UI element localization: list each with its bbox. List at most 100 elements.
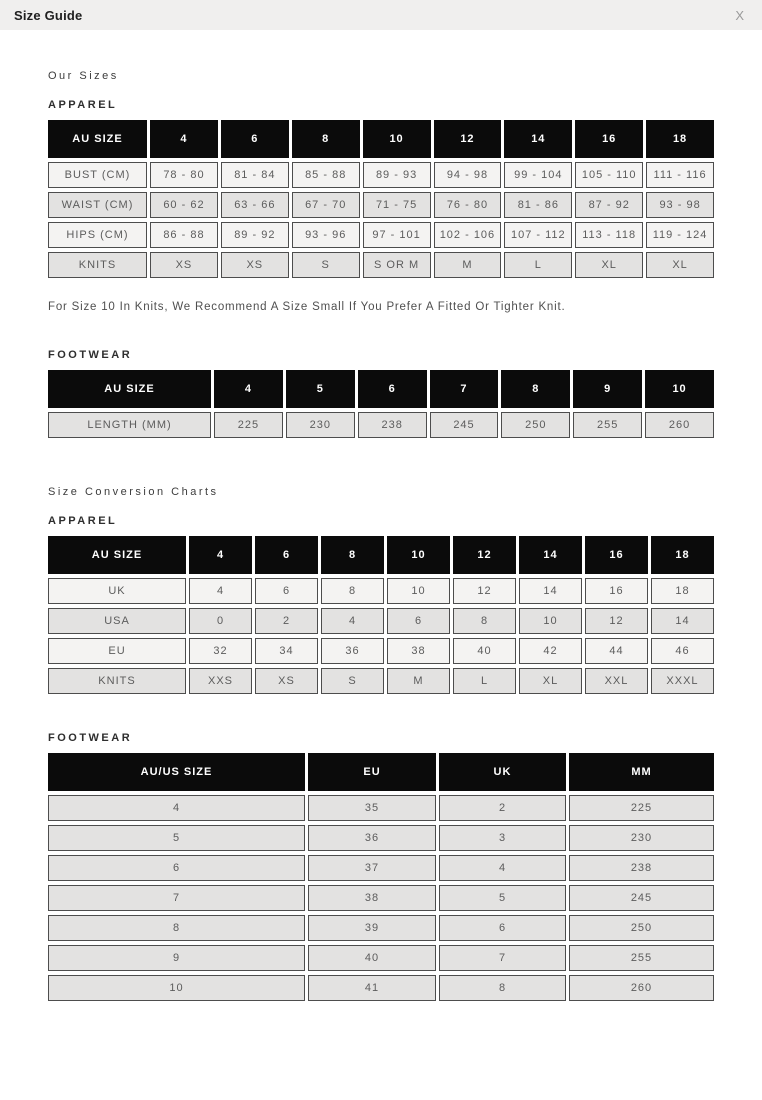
size-value-cell: 38 <box>308 885 436 911</box>
our-sizes-heading: Our Sizes <box>48 70 119 82</box>
column-header-cell: 9 <box>573 370 643 408</box>
size-value-cell: XS <box>150 252 218 278</box>
size-value-cell: 60 - 62 <box>150 192 218 218</box>
size-value-cell: 18 <box>651 578 714 604</box>
size-value-cell: 250 <box>569 915 714 941</box>
size-value-cell: 71 - 75 <box>362 192 431 218</box>
size-value-cell: 42 <box>519 638 582 664</box>
size-value-cell: 46 <box>651 638 714 664</box>
size-value-cell: 16 <box>585 578 648 604</box>
size-value-cell: 12 <box>453 578 516 604</box>
size-value-cell: 10 <box>387 578 450 604</box>
size-value-cell: 230 <box>285 412 355 438</box>
size-value-cell: 6 <box>48 855 305 881</box>
column-header-cell: 4 <box>189 536 252 574</box>
size-value-cell: 4 <box>48 795 305 821</box>
size-value-cell: 4 <box>439 855 566 881</box>
conversion-charts-heading: Size Conversion Charts <box>48 486 219 498</box>
size-value-cell: 255 <box>573 412 643 438</box>
modal-title: Size Guide <box>14 7 83 23</box>
size-value-cell: 4 <box>189 578 252 604</box>
size-value-cell: XXL <box>585 668 648 694</box>
column-header-cell: UK <box>439 753 566 791</box>
size-value-cell: 111 - 116 <box>646 162 714 188</box>
column-header-cell: AU/US SIZE <box>48 753 305 791</box>
size-value-cell: 14 <box>519 578 582 604</box>
row-label-cell: BUST (CM) <box>48 162 147 188</box>
size-value-cell: 8 <box>439 975 566 1001</box>
column-header-cell: 6 <box>220 120 289 158</box>
size-value-cell: XL <box>646 252 714 278</box>
column-header-cell: 18 <box>651 536 714 574</box>
size-value-cell: XS <box>220 252 289 278</box>
column-header-cell: 4 <box>214 370 283 408</box>
column-header-cell: 16 <box>585 536 648 574</box>
row-label-cell: HIPS (CM) <box>48 222 147 248</box>
size-value-cell: XS <box>255 668 318 694</box>
size-value-cell: S <box>291 252 360 278</box>
size-value-cell: 87 - 92 <box>575 192 644 218</box>
size-value-cell: XL <box>519 668 582 694</box>
size-value-cell: XXXL <box>651 668 714 694</box>
apparel-sizes-label: APPAREL <box>48 99 118 111</box>
column-header-cell: AU SIZE <box>48 536 186 574</box>
size-value-cell: 35 <box>308 795 436 821</box>
size-value-cell: 6 <box>439 915 566 941</box>
column-header-cell: AU SIZE <box>48 370 211 408</box>
size-value-cell: 8 <box>321 578 384 604</box>
column-header-cell: 5 <box>285 370 355 408</box>
row-label-cell: KNITS <box>48 668 186 694</box>
row-label-cell: UK <box>48 578 186 604</box>
size-value-cell: 89 - 93 <box>362 162 431 188</box>
size-value-cell: 94 - 98 <box>433 162 502 188</box>
apparel-sizes-table: AU SIZE 4 6 8 10 12 14 16 18 BUST (CM) 78 - 80 81 -… <box>48 120 714 278</box>
modal-titlebar: Size Guide X <box>0 0 762 30</box>
size-value-cell: XXS <box>189 668 252 694</box>
size-value-cell: 6 <box>387 608 450 634</box>
column-header-cell: 4 <box>150 120 218 158</box>
size-value-cell: 76 - 80 <box>433 192 502 218</box>
size-value-cell: 113 - 118 <box>575 222 644 248</box>
size-value-cell: XL <box>575 252 644 278</box>
column-header-cell: AU SIZE <box>48 120 147 158</box>
size-value-cell: S <box>321 668 384 694</box>
size-value-cell: L <box>504 252 573 278</box>
size-value-cell: 9 <box>48 945 305 971</box>
size-value-cell: S OR M <box>362 252 431 278</box>
size-value-cell: 89 - 92 <box>220 222 289 248</box>
size-value-cell: 2 <box>255 608 318 634</box>
size-value-cell: 14 <box>651 608 714 634</box>
size-value-cell: 41 <box>308 975 436 1001</box>
size-guide-content: Our Sizes APPAREL AU SIZE 4 6 8 10 12 14 16 18 BU… <box>0 70 762 1001</box>
row-label-cell: EU <box>48 638 186 664</box>
apparel-conversion-label: APPAREL <box>48 515 118 527</box>
size-value-cell: 230 <box>569 825 714 851</box>
column-header-cell: MM <box>569 753 714 791</box>
size-value-cell: 93 - 98 <box>646 192 714 218</box>
column-header-cell: 8 <box>321 536 384 574</box>
size-value-cell: M <box>387 668 450 694</box>
size-value-cell: 10 <box>48 975 305 1001</box>
close-icon[interactable]: X <box>735 7 744 23</box>
size-value-cell: 63 - 66 <box>220 192 289 218</box>
size-value-cell: 39 <box>308 915 436 941</box>
size-value-cell: 86 - 88 <box>150 222 218 248</box>
knits-note: For Size 10 In Knits, We Recommend A Siz… <box>48 301 566 313</box>
size-value-cell: 78 - 80 <box>150 162 218 188</box>
size-value-cell: 0 <box>189 608 252 634</box>
row-label-cell: KNITS <box>48 252 147 278</box>
size-value-cell: 4 <box>321 608 384 634</box>
size-value-cell: 32 <box>189 638 252 664</box>
size-value-cell: 85 - 88 <box>291 162 360 188</box>
column-header-cell: 18 <box>646 120 714 158</box>
size-value-cell: 7 <box>439 945 566 971</box>
size-value-cell: 5 <box>439 885 566 911</box>
size-value-cell: 5 <box>48 825 305 851</box>
size-value-cell: 102 - 106 <box>433 222 502 248</box>
size-value-cell: 7 <box>48 885 305 911</box>
size-value-cell: 3 <box>439 825 566 851</box>
size-value-cell: 105 - 110 <box>575 162 644 188</box>
column-header-cell: 14 <box>519 536 582 574</box>
size-value-cell: 238 <box>569 855 714 881</box>
column-header-cell: 14 <box>504 120 573 158</box>
